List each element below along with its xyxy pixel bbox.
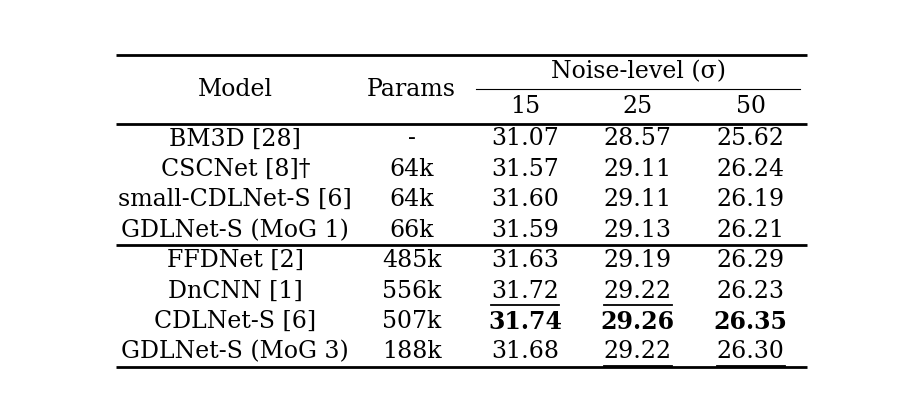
Text: 50: 50 [736, 95, 766, 118]
Text: 26.21: 26.21 [716, 219, 785, 242]
Text: 64k: 64k [389, 158, 434, 181]
Text: 29.11: 29.11 [604, 188, 672, 211]
Text: 29.22: 29.22 [604, 341, 672, 364]
Text: 31.72: 31.72 [491, 280, 559, 303]
Text: 26.35: 26.35 [714, 310, 787, 334]
Text: 29.19: 29.19 [604, 249, 672, 272]
Text: CSCNet [8]†: CSCNet [8]† [160, 158, 310, 181]
Text: 188k: 188k [382, 341, 441, 364]
Text: CDLNet-S [6]: CDLNet-S [6] [154, 310, 316, 333]
Text: 485k: 485k [382, 249, 441, 272]
Text: 25: 25 [623, 95, 652, 118]
Text: 29.13: 29.13 [604, 219, 672, 242]
Text: 26.29: 26.29 [716, 249, 785, 272]
Text: 64k: 64k [389, 188, 434, 211]
Text: small-CDLNet-S [6]: small-CDLNet-S [6] [119, 188, 352, 211]
Text: 26.19: 26.19 [716, 188, 785, 211]
Text: Model: Model [198, 78, 273, 101]
Text: 28.57: 28.57 [604, 127, 671, 150]
Text: 29.26: 29.26 [601, 310, 675, 334]
Text: 31.74: 31.74 [488, 310, 562, 334]
Text: 31.63: 31.63 [491, 249, 559, 272]
Text: 15: 15 [510, 95, 540, 118]
Text: GDLNet-S (MoG 1): GDLNet-S (MoG 1) [122, 219, 350, 242]
Text: 26.24: 26.24 [716, 158, 785, 181]
Text: Noise-level (σ): Noise-level (σ) [551, 61, 725, 84]
Text: 31.57: 31.57 [491, 158, 559, 181]
Text: 31.59: 31.59 [491, 219, 559, 242]
Text: BM3D [28]: BM3D [28] [169, 127, 301, 150]
Text: 31.68: 31.68 [491, 341, 559, 364]
Text: DnCNN [1]: DnCNN [1] [168, 280, 303, 303]
Text: 26.30: 26.30 [717, 341, 785, 364]
Text: -: - [408, 127, 415, 150]
Text: 26.23: 26.23 [716, 280, 785, 303]
Text: 29.11: 29.11 [604, 158, 672, 181]
Text: 31.07: 31.07 [491, 127, 559, 150]
Text: Params: Params [367, 78, 456, 101]
Text: 25.62: 25.62 [716, 127, 785, 150]
Text: FFDNet [2]: FFDNet [2] [167, 249, 304, 272]
Text: GDLNet-S (MoG 3): GDLNet-S (MoG 3) [122, 341, 350, 364]
Text: 29.22: 29.22 [604, 280, 672, 303]
Text: 507k: 507k [382, 310, 441, 333]
Text: 31.60: 31.60 [491, 188, 559, 211]
Text: 556k: 556k [382, 280, 441, 303]
Text: 66k: 66k [389, 219, 434, 242]
